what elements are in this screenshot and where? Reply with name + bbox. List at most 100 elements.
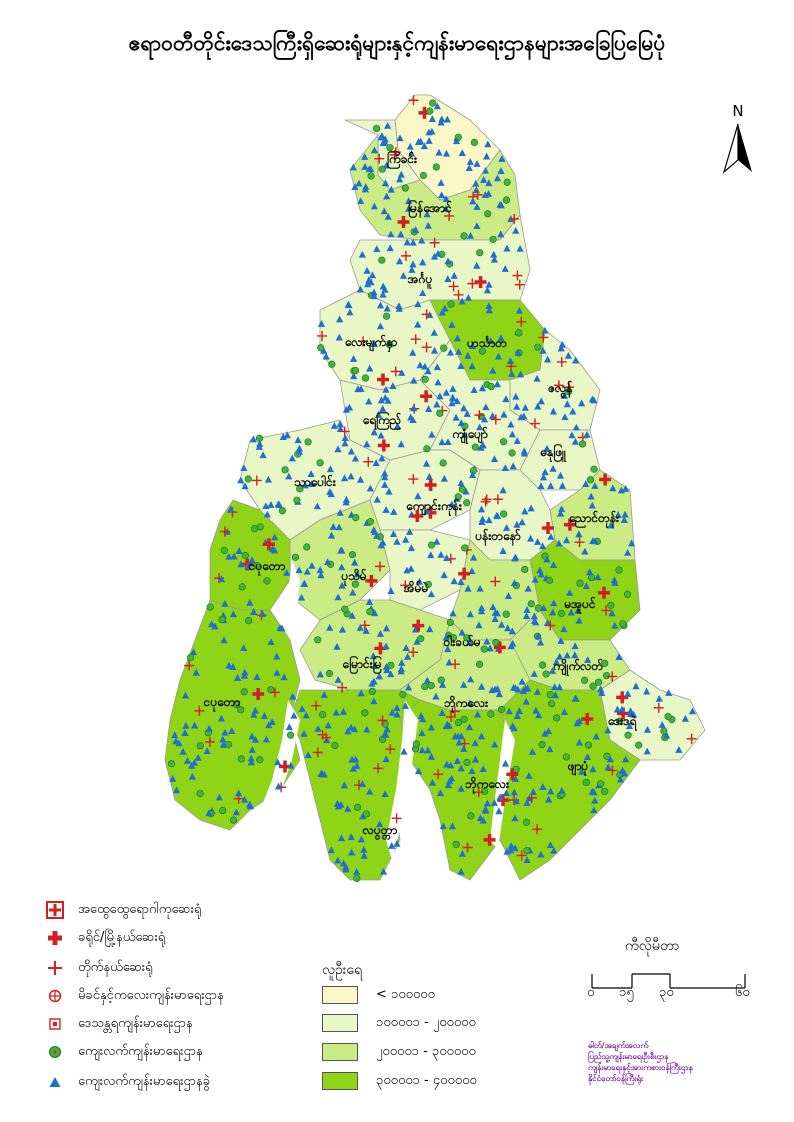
township-label: လပွတ္တာ <box>362 823 398 841</box>
sub-rural-health-center-icon <box>353 867 361 875</box>
sub-rural-health-center-icon <box>493 380 501 388</box>
sub-rural-health-center-icon <box>409 238 417 246</box>
sub-rural-health-center-icon <box>453 334 462 342</box>
sub-rural-health-center-icon <box>563 400 571 408</box>
rural-health-center-icon <box>316 459 324 467</box>
sub-rural-health-center-icon <box>621 510 629 518</box>
sub-rural-health-center-icon <box>405 197 413 204</box>
north-arrow-icon <box>722 123 752 174</box>
township-label: ရေကြည် <box>362 410 402 431</box>
rural-health-center-icon <box>245 617 253 625</box>
sub-rural-health-center-icon <box>183 757 192 764</box>
sub-rural-health-center-icon <box>523 606 531 613</box>
sub-rural-health-center-icon <box>510 788 518 796</box>
sub-rural-health-center-icon <box>403 652 412 660</box>
sub-rural-health-center-icon <box>248 732 256 740</box>
rural-health-center-icon <box>331 741 339 750</box>
township-label: ကျောင်းကုန်း <box>405 497 463 517</box>
sub-rural-health-center-icon <box>589 765 597 773</box>
sub-rural-health-center-icon <box>582 582 590 589</box>
sub-rural-health-center-icon <box>457 479 465 487</box>
sub-rural-health-center-icon <box>295 447 303 455</box>
sub-rural-health-center-icon <box>470 386 478 394</box>
sub-rural-health-center-icon <box>326 623 334 631</box>
sub-rural-health-center-icon <box>518 518 526 526</box>
rural-health-center-icon <box>492 638 500 647</box>
sub-rural-health-center-icon <box>283 568 291 576</box>
sub-rural-health-center-icon <box>378 132 386 139</box>
station-hospital-icon <box>449 706 460 717</box>
sub-rural-health-center-icon <box>274 500 282 508</box>
station-hospital-icon <box>374 561 385 572</box>
sub-rural-health-center-icon <box>368 271 377 279</box>
sub-rural-health-center-icon <box>249 435 257 443</box>
sub-rural-health-center-icon <box>228 727 236 734</box>
sub-rural-health-center-icon <box>484 140 492 148</box>
sub-rural-health-center-icon <box>342 865 350 873</box>
sub-rural-health-center-icon <box>498 620 506 628</box>
rural-health-center-icon <box>580 676 589 684</box>
station-hospital-icon <box>492 494 503 505</box>
sub-rural-health-center-icon <box>495 690 503 698</box>
sub-rural-health-center-icon <box>357 197 365 205</box>
sub-rural-health-center-icon <box>381 790 389 797</box>
sub-rural-health-center-icon <box>405 204 413 212</box>
sub-rural-health-center-icon <box>436 789 445 797</box>
sub-rural-health-center-icon <box>347 833 355 841</box>
sub-rural-health-center-icon <box>418 236 426 244</box>
township-label: ပန်းတနော် <box>474 527 521 547</box>
sub-rural-health-center-icon <box>406 528 414 535</box>
sub-rural-health-center-icon <box>443 554 451 562</box>
sub-rural-health-center-icon <box>389 382 397 390</box>
township-label: ကျိုက်လတ် <box>552 657 603 677</box>
sub-rural-health-center-icon <box>360 845 368 853</box>
township-label: ဝါးခယ်မ <box>442 633 480 649</box>
sub-rural-health-center-icon <box>410 376 418 384</box>
sub-rural-health-center-icon <box>522 612 531 620</box>
rural-health-center-icon <box>386 144 394 152</box>
sub-rural-health-center-icon <box>457 578 465 585</box>
station-hospital-icon <box>516 850 527 861</box>
district-hospital-icon <box>542 521 555 534</box>
rural-health-center-icon <box>386 341 394 349</box>
rural-health-center-icon <box>589 682 597 690</box>
population-class-row: ၁၀၀၀၀၁ - ၂၀၀၀၀၀ <box>322 1012 476 1034</box>
sub-rural-health-center-icon <box>379 282 387 290</box>
sub-rural-health-center-icon <box>344 805 352 812</box>
sub-rural-health-center-icon <box>464 352 472 359</box>
sub-rural-health-center-icon <box>520 447 528 455</box>
rural-health-center-icon <box>341 605 349 613</box>
sub-rural-health-center-icon <box>342 405 351 413</box>
sub-rural-health-center-icon <box>359 812 367 820</box>
population-legend-title: လူဦးရေ <box>322 962 363 978</box>
sub-rural-health-center-icon <box>227 505 235 513</box>
sub-rural-health-center-icon <box>397 440 405 448</box>
sub-rural-health-center-icon <box>457 419 465 427</box>
sub-rural-health-center-icon <box>513 712 521 720</box>
sub-rural-health-center-icon <box>268 718 276 725</box>
station-hospital-icon <box>453 289 464 300</box>
sub-rural-health-center-icon <box>171 731 179 739</box>
sub-rural-health-center-icon <box>620 769 629 777</box>
sub-rural-health-center-icon <box>369 652 377 660</box>
sub-rural-health-center-icon <box>217 575 226 583</box>
sub-rural-health-center-icon <box>450 271 458 279</box>
sub-rural-health-center-icon <box>498 155 506 162</box>
sub-rural-health-center-icon <box>547 532 555 540</box>
sub-rural-health-center-icon <box>373 245 381 253</box>
sub-rural-health-center-icon <box>501 759 510 767</box>
sub-rural-health-center-icon <box>531 575 539 583</box>
sub-rural-health-center-icon <box>241 482 249 490</box>
station-hospital-icon <box>377 715 388 726</box>
sub-rural-health-center-icon <box>477 607 486 615</box>
sub-rural-health-center-icon <box>499 547 507 554</box>
rural-health-center-icon <box>487 710 495 718</box>
district-hospital-icon <box>581 713 594 726</box>
sub-rural-health-center-icon <box>301 481 309 489</box>
sub-rural-health-center-icon <box>232 808 240 816</box>
population-class-row: ၂၀၀၀၀၁ - ၃၀၀၀၀၀ <box>322 1041 476 1063</box>
rural-health-center-icon <box>240 688 248 696</box>
sub-rural-health-center-icon <box>363 267 371 274</box>
sub-rural-health-center-icon <box>458 149 466 157</box>
sub-rural-health-center-icon <box>336 425 345 432</box>
